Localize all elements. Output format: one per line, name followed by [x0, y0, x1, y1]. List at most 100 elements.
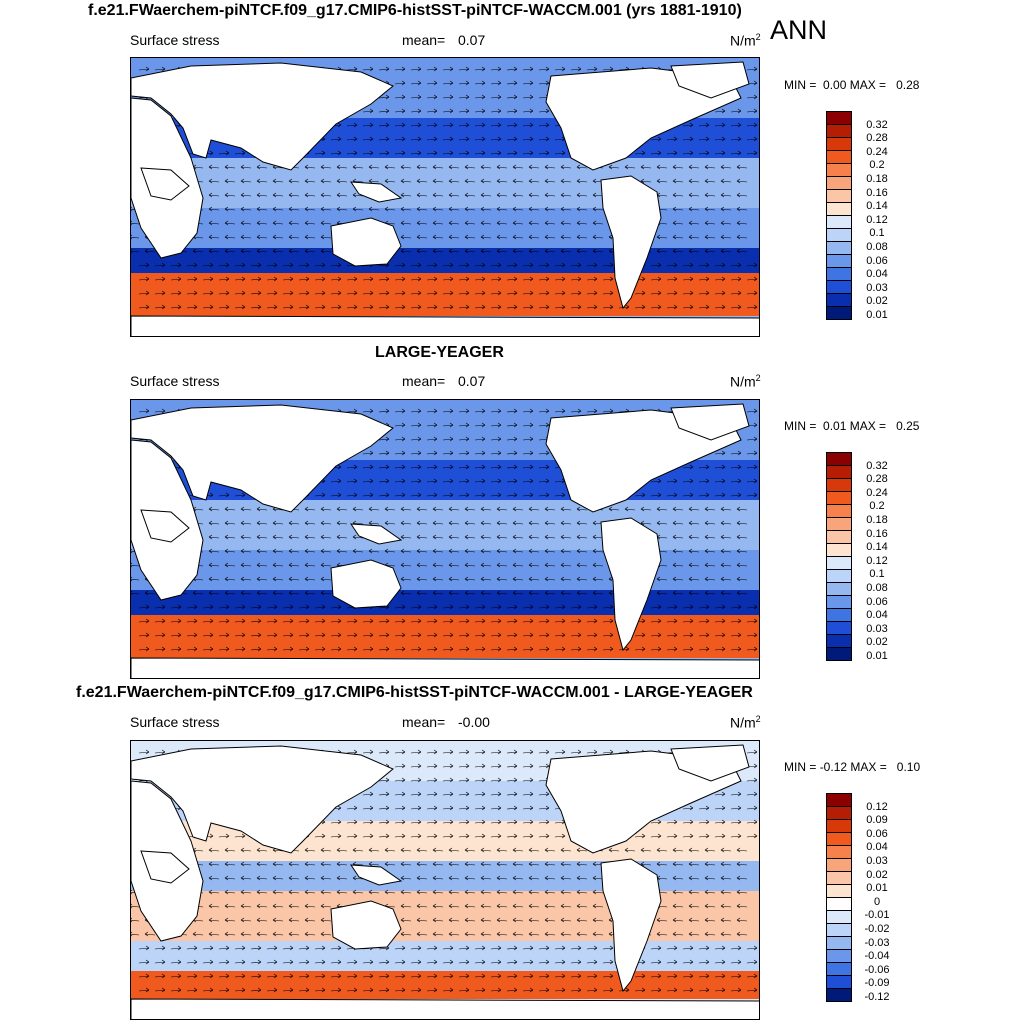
- field-band: [131, 550, 759, 590]
- wind-vector: [410, 833, 422, 839]
- wind-vector: [394, 276, 406, 282]
- wind-vector: [208, 590, 220, 596]
- wind-vector: [544, 178, 556, 184]
- wind-vector: [202, 632, 214, 638]
- wind-vector: [458, 646, 470, 652]
- wind-vector: [320, 861, 332, 867]
- wind-vector: [154, 408, 166, 414]
- wind-vector: [576, 248, 588, 254]
- wind-vector: [698, 945, 710, 951]
- wind-vector: [480, 178, 492, 184]
- wind-vector: [442, 276, 454, 282]
- wind-vector: [544, 234, 556, 240]
- colorbar-label: 0.28: [866, 132, 888, 145]
- wind-vector: [522, 632, 534, 638]
- wind-vector: [586, 632, 598, 638]
- wind-vector: [570, 749, 582, 755]
- wind-vector: [320, 506, 332, 512]
- colorbar-label: 0.01: [866, 882, 888, 895]
- wind-vector: [602, 604, 614, 610]
- wind-vector: [698, 478, 710, 484]
- wind-vector: [330, 819, 342, 825]
- wind-vector: [682, 464, 694, 470]
- wind-vector: [730, 973, 742, 979]
- wind-vector: [400, 917, 412, 923]
- wind-vector: [442, 150, 454, 156]
- wind-vector: [208, 520, 220, 526]
- wind-vector: [352, 164, 364, 170]
- wind-vector: [234, 150, 246, 156]
- wind-vector: [218, 646, 230, 652]
- land-mass: [600, 517, 662, 652]
- wind-vector: [496, 875, 508, 881]
- land-mass: [330, 559, 402, 609]
- wind-vector: [288, 206, 300, 212]
- wind-vector: [416, 861, 428, 867]
- wind-vector: [576, 861, 588, 867]
- wind-vector: [224, 576, 236, 582]
- wind-vector: [730, 136, 742, 142]
- wind-vector: [698, 632, 710, 638]
- wind-vector: [378, 805, 390, 811]
- colorbar-swatch: [826, 465, 852, 479]
- wind-vector: [560, 931, 572, 937]
- wind-vector: [368, 861, 380, 867]
- wind-vector: [656, 861, 668, 867]
- wind-vector: [416, 931, 428, 937]
- wind-vector: [218, 262, 230, 268]
- wind-vector: [570, 618, 582, 624]
- wind-vector: [304, 903, 316, 909]
- wind-vector: [362, 492, 374, 498]
- wind-vector: [576, 576, 588, 582]
- wind-vector: [464, 534, 476, 540]
- wind-vector: [442, 464, 454, 470]
- land-mass: [131, 404, 394, 513]
- wind-vector: [154, 973, 166, 979]
- wind-vector: [250, 276, 262, 282]
- wind-vector: [522, 422, 534, 428]
- colorbar-swatch: [826, 556, 852, 570]
- wind-vector: [250, 262, 262, 268]
- wind-vector: [682, 632, 694, 638]
- wind-vector: [512, 903, 524, 909]
- wind-vector: [394, 422, 406, 428]
- land-mass: [131, 745, 394, 854]
- wind-vector: [490, 819, 502, 825]
- wind-vector: [720, 861, 732, 867]
- wind-vector: [416, 875, 428, 881]
- wind-vector: [400, 506, 412, 512]
- wind-vector: [496, 206, 508, 212]
- wind-vector: [346, 987, 358, 993]
- wind-vector: [688, 590, 700, 596]
- wind-vector: [666, 973, 678, 979]
- wind-vector: [560, 520, 572, 526]
- wind-vector: [442, 492, 454, 498]
- wind-vector: [208, 889, 220, 895]
- wind-vector: [426, 833, 438, 839]
- wind-vector: [352, 847, 364, 853]
- wind-vector: [666, 604, 678, 610]
- wind-vector: [736, 889, 748, 895]
- wind-vector: [490, 478, 502, 484]
- wind-vector: [426, 262, 438, 268]
- wind-vector: [458, 262, 470, 268]
- wind-vector: [240, 576, 252, 582]
- wind-vector: [538, 987, 550, 993]
- wind-vector: [490, 805, 502, 811]
- wind-vector: [208, 206, 220, 212]
- wind-vector: [218, 150, 230, 156]
- wind-vector: [576, 206, 588, 212]
- wind-vector: [538, 973, 550, 979]
- wind-vector: [272, 576, 284, 582]
- wind-vector: [640, 164, 652, 170]
- wind-vector: [720, 903, 732, 909]
- wind-vector: [410, 618, 422, 624]
- wind-vector: [330, 262, 342, 268]
- wind-vector: [714, 290, 726, 296]
- wind-vector: [288, 548, 300, 554]
- colorbar-label: -0.03: [864, 936, 890, 949]
- wind-vector: [378, 66, 390, 72]
- wind-vector: [640, 861, 652, 867]
- wind-vector: [586, 959, 598, 965]
- wind-vector: [458, 805, 470, 811]
